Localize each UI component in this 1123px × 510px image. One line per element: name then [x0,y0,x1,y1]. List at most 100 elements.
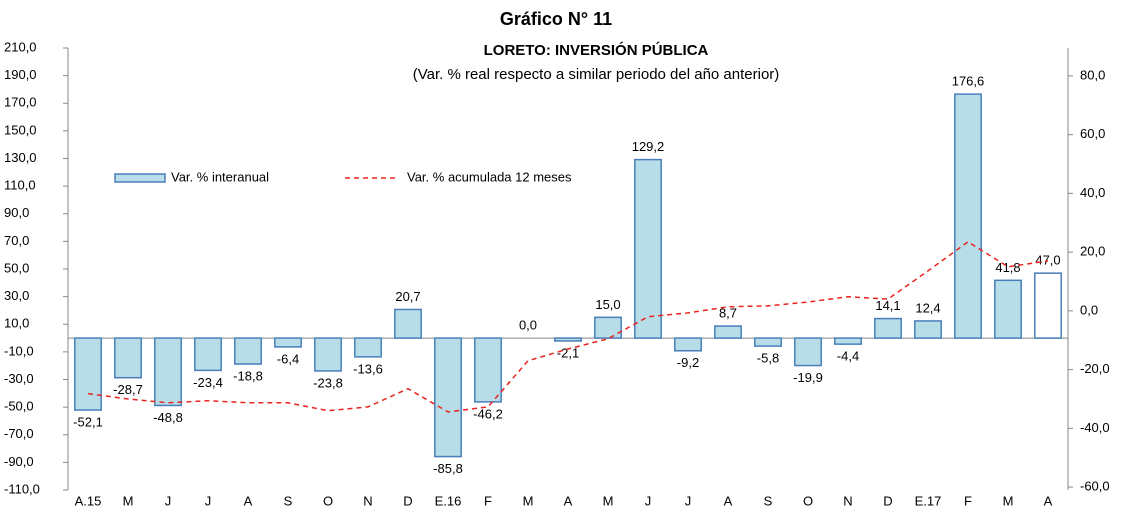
bar [354,337,382,358]
y-tick-label: 30,0 [4,288,29,303]
bar [714,325,742,339]
bar [954,93,982,339]
x-tick-label: D [883,493,892,508]
data-label: -13,6 [353,361,383,376]
bar [674,337,702,352]
x-tick-label: M [1003,493,1014,508]
bar [874,317,902,339]
bar [914,320,942,339]
bar [594,316,622,339]
y-tick-label: -90,0 [4,454,34,469]
data-label: -23,4 [193,375,223,390]
data-label: 47,0 [1035,253,1060,268]
x-tick-label: F [484,493,492,508]
data-label: 20,7 [395,289,420,304]
y2-tick-label: -20,0 [1080,361,1110,376]
y-tick-label: 90,0 [4,205,29,220]
bar [234,337,262,365]
bar [74,337,102,411]
data-label: -48,8 [153,410,183,425]
y-tick-label: 130,0 [4,150,37,165]
y-tick-label: 50,0 [4,260,29,275]
y-tick-label: 110,0 [4,178,36,193]
y2-tick-label: 80,0 [1080,67,1105,82]
bar [634,158,662,339]
bar [794,337,822,367]
y-tick-label: 150,0 [4,122,37,137]
y-tick-label: 210,0 [4,39,37,54]
x-tick-label: O [323,493,333,508]
bar [194,337,222,372]
bar [554,337,582,342]
y-tick-label: -110,0 [4,481,40,496]
bar [274,337,302,348]
y-tick-label: 170,0 [4,95,37,110]
data-label: -23,8 [313,375,343,390]
x-tick-label: S [284,493,293,508]
data-label: -9,2 [677,355,699,370]
y-tick-label: 10,0 [4,316,29,331]
bar [474,337,502,403]
x-tick-label: N [363,493,372,508]
x-tick-label: A [1044,493,1053,508]
data-label: -18,8 [233,368,263,383]
data-label: 12,4 [915,300,940,315]
y2-tick-label: 20,0 [1080,244,1105,259]
x-tick-label: J [165,493,172,508]
x-tick-label: J [645,493,652,508]
legend-swatch [114,173,166,183]
x-tick-label: A [564,493,573,508]
data-label: -5,8 [757,351,779,366]
data-label: -4,4 [837,349,859,364]
bar [314,337,342,372]
legend-label: Var. % acumulada 12 meses [407,169,572,184]
y-tick-label: -10,0 [4,343,34,358]
x-tick-label: F [964,493,972,508]
chart-title: Gráfico N° 11 [500,9,612,29]
bar [434,337,462,458]
x-tick-label: D [403,493,412,508]
x-tick-label: A [724,493,733,508]
bar [994,279,1022,339]
data-label: 15,0 [595,297,620,312]
x-tick-label: J [205,493,212,508]
x-tick-label: O [803,493,813,508]
x-tick-label: N [843,493,852,508]
data-label: 0,0 [519,318,537,333]
y-tick-label: 70,0 [4,233,29,248]
data-label: 176,6 [952,74,985,89]
y-tick-label: -30,0 [4,371,34,386]
legend-label: Var. % interanual [171,169,269,184]
y2-tick-label: 0,0 [1080,302,1098,317]
x-tick-label: M [123,493,134,508]
data-label: -2,1 [557,345,579,360]
data-label: -28,7 [113,382,143,397]
bar [154,337,182,407]
x-tick-label: S [764,493,773,508]
data-label: -85,8 [433,461,463,476]
bar [834,337,862,345]
bar [114,337,142,379]
x-tick-label: A.15 [75,493,102,508]
x-tick-label: J [685,493,692,508]
chart-subtitle: LORETO: INVERSIÓN PÚBLICA [484,41,709,59]
line [87,240,1049,413]
data-label: 129,2 [632,139,665,154]
y-tick-label: 190,0 [4,67,37,82]
x-tick-label: M [603,493,614,508]
y-tick-label: -50,0 [4,399,34,414]
y-tick-label: -70,0 [4,426,34,441]
data-label: 41,8 [995,260,1020,275]
data-label: -46,2 [473,406,503,421]
y2-tick-label: -40,0 [1080,420,1110,435]
data-label: -6,4 [277,351,299,366]
data-label: -52,1 [73,414,103,429]
chart-note: (Var. % real respecto a similar periodo … [413,66,780,83]
bar [394,308,422,339]
data-label: 8,7 [719,305,737,320]
y2-tick-label: 40,0 [1080,185,1105,200]
x-tick-label: A [244,493,253,508]
y2-tick-label: 60,0 [1080,126,1105,141]
x-tick-label: E.17 [915,493,942,508]
